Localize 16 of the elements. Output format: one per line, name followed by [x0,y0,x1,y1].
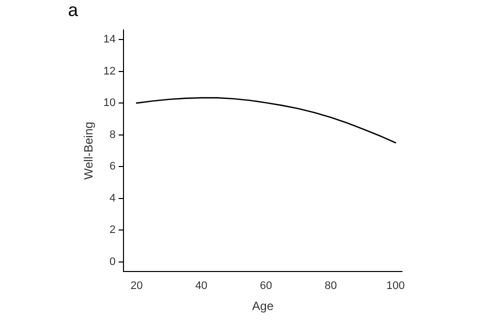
text: a [68,0,79,20]
x-axis-title: Age [252,299,274,314]
y-tick-label: 10 [103,97,116,110]
y-axis-title: Well-Being [82,122,96,180]
y-tick-label: 8 [110,128,116,141]
y-tick-label: 14 [103,34,116,46]
x-tick-label: 80 [324,280,337,292]
x-tick-label: 100 [386,280,405,292]
x-tick-label: 20 [130,280,143,292]
x-tick-label: 60 [260,280,272,292]
y-tick-label: 12 [103,65,116,78]
y-tick-label: 6 [110,160,116,173]
y-tick-label: 0 [110,256,116,268]
x-tick-label: 40 [195,280,208,292]
y-tick-label: 2 [110,224,116,236]
y-tick-label: 4 [110,192,116,204]
